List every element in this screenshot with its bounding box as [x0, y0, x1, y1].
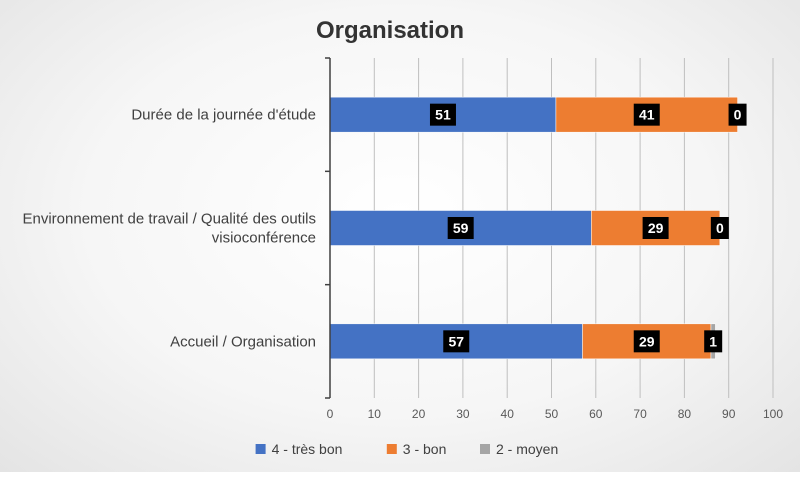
data-label-box: [633, 330, 660, 353]
data-label: 0: [734, 107, 742, 123]
tick-label: 0: [327, 407, 334, 421]
tick-label: 20: [412, 407, 426, 421]
tick-label: 40: [501, 407, 515, 421]
data-label: 1: [709, 333, 717, 349]
tick-label: 90: [722, 407, 736, 421]
data-label: 29: [639, 333, 655, 349]
legend-swatch: [255, 444, 266, 454]
legend-swatch: [480, 444, 490, 454]
tick-label: 30: [456, 407, 470, 421]
legend-swatch: [386, 444, 397, 454]
data-label: 57: [448, 333, 464, 349]
category-label: Environnement de travail / Qualité des o…: [23, 211, 317, 228]
tick-label: 10: [368, 407, 382, 421]
legend-label: 3 - bon: [403, 441, 447, 457]
data-label-box: [447, 217, 474, 239]
legend: 4 - très bon 3 - bon 2 - moyen: [255, 441, 558, 457]
tick-label: 60: [589, 407, 603, 421]
legend-label: 2 - moyen: [496, 441, 558, 457]
category-label: Durée de la journée d'étude: [131, 107, 316, 124]
data-label-box: [633, 103, 660, 126]
tick-label: 100: [763, 407, 783, 421]
data-label: 51: [435, 107, 451, 123]
data-labels: 51 41 0 59 29 0 57 29 1: [429, 103, 747, 353]
data-label-box: [429, 103, 456, 126]
data-label-box: [704, 330, 723, 353]
category-axis: [325, 57, 331, 399]
category-labels: Durée de la journée d'étude Environnement…: [23, 107, 317, 351]
legend-label: 4 - très bon: [272, 441, 343, 457]
bars: [329, 96, 738, 360]
data-label-box: [642, 217, 669, 239]
tick-label: 80: [678, 407, 692, 421]
chart-title: Organisation: [316, 17, 464, 44]
tick-label: 50: [545, 407, 559, 421]
data-label: 41: [639, 107, 655, 123]
category-label: Accueil / Organisation: [170, 333, 316, 350]
data-label: 0: [716, 220, 724, 236]
tick-label: 70: [633, 407, 647, 421]
data-label-box: [710, 217, 729, 239]
data-label-box: [443, 330, 470, 353]
data-label: 29: [648, 220, 664, 236]
data-label: 59: [453, 220, 469, 236]
data-label-box: [728, 103, 747, 126]
value-axis: 0 10 20 30 40 50 60 70 80 90 100: [327, 407, 784, 421]
category-label: visioconférence: [212, 230, 316, 247]
